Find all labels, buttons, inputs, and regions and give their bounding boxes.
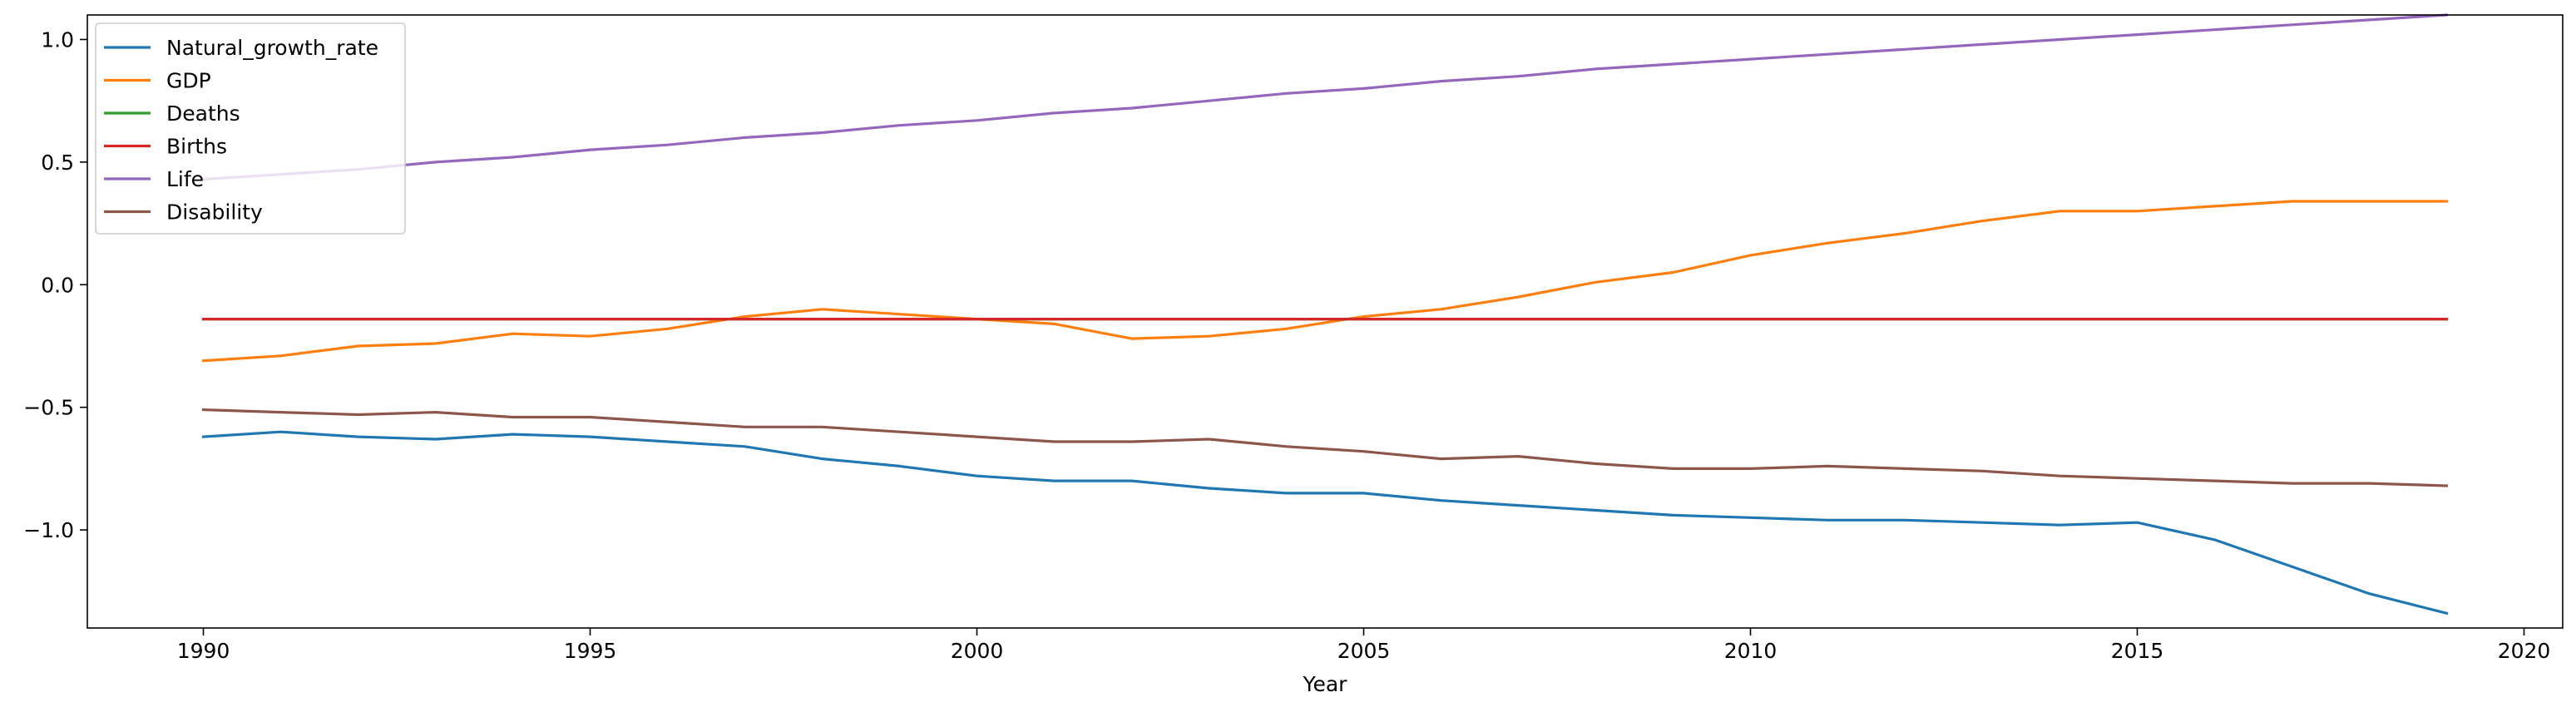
y-tick-label: −0.5 bbox=[23, 396, 74, 420]
legend-label: Births bbox=[166, 135, 227, 159]
x-tick-label: 2020 bbox=[2498, 639, 2551, 663]
y-tick-label: 1.0 bbox=[41, 27, 74, 52]
legend-label: Deaths bbox=[166, 101, 240, 126]
x-tick-label: 1995 bbox=[564, 639, 617, 663]
plot-lines bbox=[201, 13, 2449, 616]
plot-frame bbox=[87, 14, 2564, 629]
series-line-disability bbox=[201, 408, 2449, 487]
y-axis: −1.0 −0.5 0.0 0.5 1.0 bbox=[23, 27, 87, 542]
x-tick-label: 1990 bbox=[177, 639, 230, 663]
legend: Natural_growth_rate GDP Deaths Births Life Di… bbox=[95, 22, 406, 235]
series-line-natural-growth-rate bbox=[201, 430, 2449, 616]
x-tick-label: 2015 bbox=[2111, 639, 2164, 663]
y-tick-label: 0.0 bbox=[41, 273, 74, 297]
y-tick-label: −1.0 bbox=[23, 518, 74, 542]
legend-box bbox=[95, 22, 406, 235]
x-axis-label: Year bbox=[1303, 672, 1348, 696]
x-axis: 1990 1995 2000 2005 2010 2015 2020 bbox=[177, 628, 2551, 663]
x-tick-label: 2010 bbox=[1724, 639, 1777, 663]
legend-label: Natural_growth_rate bbox=[166, 36, 378, 60]
y-tick-label: 0.5 bbox=[41, 151, 74, 175]
x-tick-label: 2000 bbox=[951, 639, 1004, 663]
series-line-life bbox=[201, 13, 2449, 181]
legend-label: Disability bbox=[166, 200, 263, 225]
legend-label: Life bbox=[166, 167, 204, 191]
series-line-gdp bbox=[201, 200, 2449, 363]
legend-label: GDP bbox=[166, 69, 211, 93]
x-tick-label: 2005 bbox=[1337, 639, 1391, 663]
